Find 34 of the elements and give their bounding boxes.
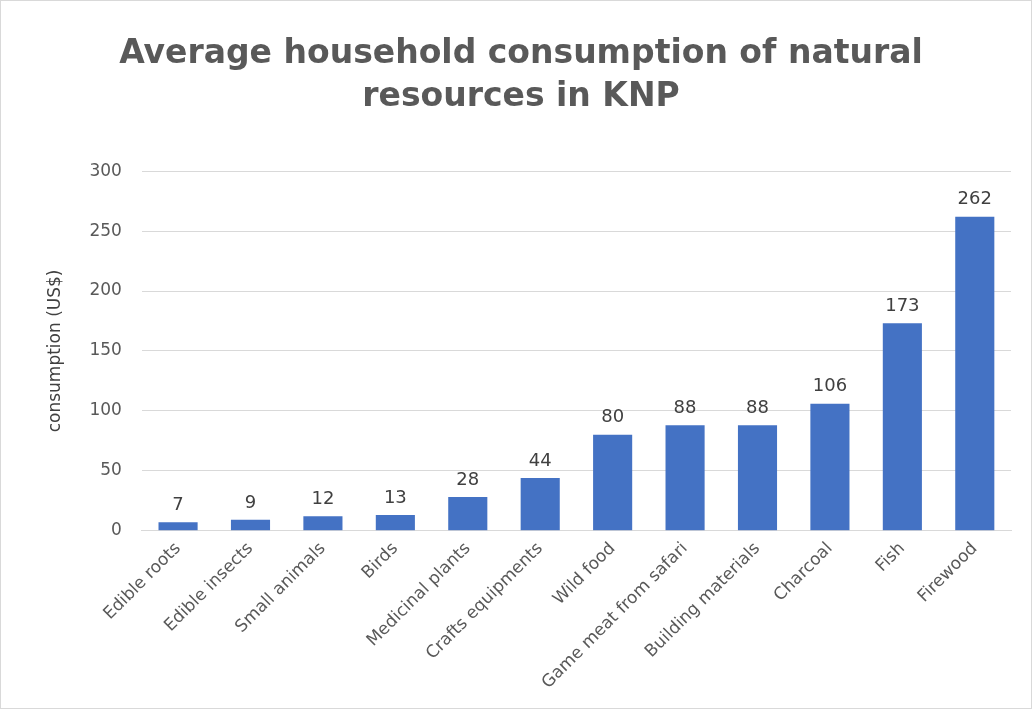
data-label: 12 [311,486,335,508]
bar [303,516,343,531]
x-tick-label: Fish [870,537,909,576]
y-tick-label: 100 [89,399,122,420]
bar [882,323,922,531]
data-label: 88 [673,395,697,417]
y-axis-title: consumption (US$) [43,269,64,433]
bar [810,403,850,531]
data-label: 13 [383,485,407,507]
bar [158,522,198,531]
bar [375,515,415,531]
data-label: 106 [812,374,848,396]
data-label: 173 [885,294,920,316]
y-tick-label: 250 [89,219,122,240]
bar [520,477,560,531]
bar [955,216,995,531]
bar [230,519,271,531]
bar [593,434,633,531]
bar [448,497,488,531]
y-tick-label: 0 [111,519,122,540]
y-tick-label: 50 [100,459,122,480]
data-label: 262 [957,187,992,209]
data-label: 88 [746,395,769,417]
data-label: 7 [172,492,184,514]
data-label: 9 [244,490,257,512]
data-label: 80 [601,405,625,427]
y-tick-label: 300 [89,159,122,180]
chart-title: Average household consumption of natural resources in KNP [118,31,924,116]
bar [665,425,705,531]
bar [737,425,778,531]
y-tick-label: 200 [89,279,122,300]
data-label: 28 [456,467,480,489]
data-label: 44 [528,448,552,470]
y-tick-label: 150 [89,339,122,360]
